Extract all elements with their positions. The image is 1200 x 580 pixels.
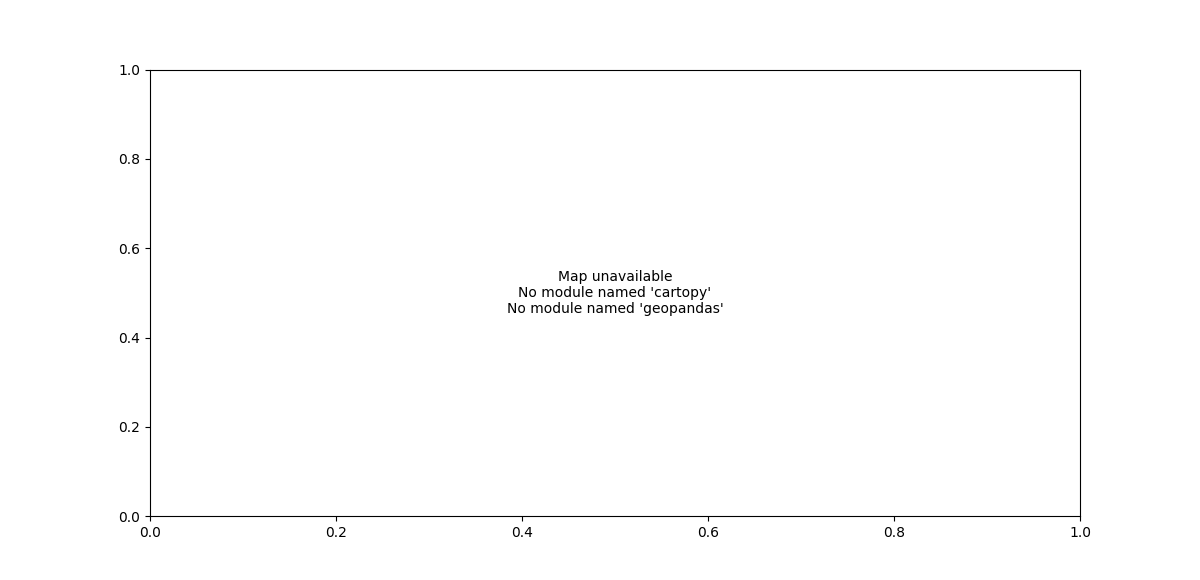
Text: Map unavailable
No module named 'cartopy'
No module named 'geopandas': Map unavailable No module named 'cartopy… xyxy=(506,270,724,316)
